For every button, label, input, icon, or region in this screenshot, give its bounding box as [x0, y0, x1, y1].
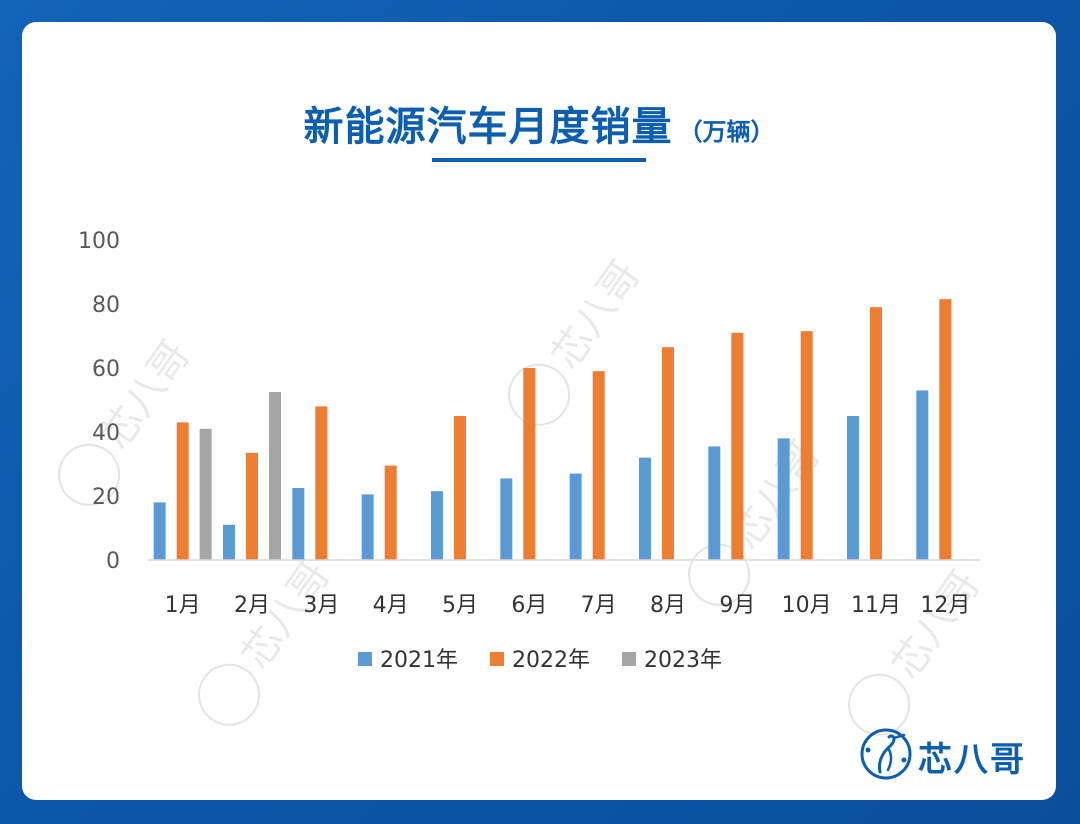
bar-2022年-1月	[176, 422, 189, 560]
watermark: 芯八哥	[508, 253, 650, 426]
watermark: 芯八哥	[198, 553, 339, 726]
bar-2021年-5月	[431, 491, 443, 560]
brand-logo: 芯八哥	[858, 724, 1038, 784]
legend: 2021年 2022年 2023年	[358, 648, 722, 673]
bar-2022年-8月	[662, 347, 674, 560]
y-axis: 0 20 40 60 80 100	[78, 229, 120, 574]
legend-label: 2021年	[380, 648, 458, 673]
watermark-text: 芯八哥	[883, 563, 990, 688]
bar-2022年-12月	[939, 299, 952, 560]
bar-2022年-5月	[454, 416, 466, 560]
x-tick-label: 9月	[719, 593, 755, 618]
legend-label: 2023年	[644, 648, 722, 673]
watermark-text: 芯八哥	[543, 253, 650, 378]
x-tick-label: 3月	[303, 593, 339, 618]
watermark-logo-icon	[848, 673, 911, 736]
brand-name: 芯八哥	[918, 740, 1026, 780]
legend-swatch	[490, 652, 504, 666]
bar-2021年-2月	[223, 524, 235, 560]
x-tick-label: 1月	[165, 593, 201, 618]
x-tick-label: 10月	[782, 593, 832, 618]
bar-2022年-3月	[315, 406, 328, 560]
bar-2022年-6月	[523, 368, 536, 560]
x-tick-label: 12月	[920, 593, 970, 618]
bar-2021年-7月	[569, 473, 582, 560]
bar-2022年-4月	[384, 465, 397, 560]
bars	[153, 299, 952, 560]
bar-2021年-1月	[153, 502, 166, 560]
bar-2022年-10月	[800, 331, 813, 560]
x-tick-label: 5月	[442, 593, 478, 618]
bar-2022年-7月	[592, 371, 605, 560]
bar-2022年-2月	[246, 452, 258, 560]
bar-2021年-4月	[361, 494, 374, 560]
bar-2021年-8月	[639, 457, 651, 560]
legend-swatch	[622, 652, 636, 666]
watermark-logo-icon	[58, 443, 121, 506]
chart-title-main: 新能源汽车月度销量	[303, 104, 673, 150]
x-tick-label: 8月	[650, 593, 686, 618]
chart-title: 新能源汽车月度销量 （万辆）	[22, 94, 1056, 152]
watermark-logo-icon	[198, 663, 261, 726]
watermark-logo-icon	[508, 363, 571, 426]
y-tick-label: 20	[92, 485, 120, 510]
x-tick-label: 2月	[234, 593, 270, 618]
y-tick-label: 60	[92, 357, 120, 382]
y-tick-label: 0	[106, 549, 120, 574]
legend-label: 2022年	[512, 648, 590, 673]
x-tick-label: 6月	[511, 593, 547, 618]
y-tick-label: 80	[92, 293, 120, 318]
x-axis: 1月 2月 3月 4月 5月 6月 7月 8月 9月 10月 11月 12月	[165, 593, 971, 618]
bar-2021年-9月	[708, 446, 721, 560]
bar-2021年-12月	[916, 390, 929, 560]
heron-logo-icon	[860, 728, 912, 780]
x-tick-label: 7月	[581, 593, 617, 618]
bar-2023年-1月	[199, 428, 212, 560]
y-tick-label: 100	[78, 229, 120, 254]
legend-swatch	[358, 652, 372, 666]
bar-2023年-2月	[269, 392, 281, 560]
x-tick-label: 11月	[851, 593, 901, 618]
y-tick-label: 40	[92, 421, 120, 446]
bar-2021年-10月	[777, 438, 790, 560]
x-tick-label: 4月	[373, 593, 409, 618]
title-underline	[432, 158, 646, 162]
bar-2021年-3月	[292, 488, 305, 560]
bar-2021年-11月	[847, 416, 859, 560]
watermark: 芯八哥	[848, 563, 990, 736]
bar-2022年-9月	[731, 332, 744, 560]
chart-title-unit: （万辆）	[678, 118, 775, 146]
chart-card: 新能源汽车月度销量 （万辆） 芯八哥 芯八哥 芯八哥 芯八哥 芯八哥 0 20 40 60 80 1…	[22, 22, 1056, 800]
bar-2022年-11月	[870, 307, 882, 560]
bar-2021年-6月	[500, 478, 513, 560]
